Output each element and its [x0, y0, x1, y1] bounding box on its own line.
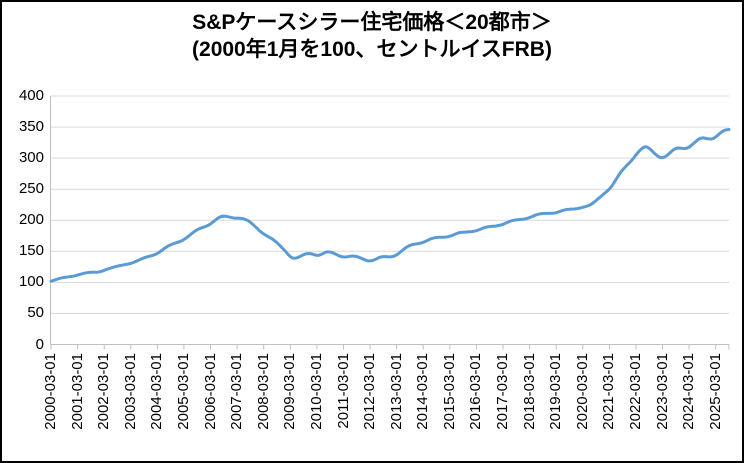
x-axis-label: 2024-03-01 — [680, 353, 698, 430]
x-axis-label: 2021-03-01 — [600, 353, 618, 430]
x-axis-label: 2025-03-01 — [706, 353, 724, 430]
x-axis-label: 2017-03-01 — [494, 353, 511, 430]
chart-title-line2: (2000年1月を100、セントルイスFRB) — [192, 38, 552, 61]
x-axis-label: 2010-03-01 — [307, 353, 325, 430]
x-axis-label: 2008-03-01 — [254, 353, 272, 430]
x-axis-label: 2018-03-01 — [520, 353, 538, 430]
chart-title-line1: S&Pケースシラー住宅価格＜20都市＞ — [192, 11, 552, 34]
x-axis-label: 2016-03-01 — [467, 353, 485, 430]
x-axis-label: 2011-03-01 — [334, 353, 352, 429]
x-axis-label: 2005-03-01 — [174, 353, 192, 430]
x-axis-label: 2015-03-01 — [440, 353, 458, 430]
x-axis-label: 2022-03-01 — [626, 353, 644, 430]
x-axis-label: 2019-03-01 — [547, 353, 565, 430]
x-axis-label: 2001-03-01 — [68, 353, 86, 430]
y-axis-label: 0 — [35, 335, 44, 353]
x-axis-label: 2003-03-01 — [121, 353, 139, 430]
x-axis-label: 2009-03-01 — [281, 353, 299, 430]
x-axis-label: 2012-03-01 — [361, 353, 379, 430]
x-axis-label: 2000-03-01 — [42, 353, 59, 430]
y-axis-label: 100 — [18, 273, 44, 291]
y-axis-label: 300 — [18, 149, 44, 167]
x-axis-label: 2007-03-01 — [228, 353, 246, 430]
x-axis-label: 2014-03-01 — [414, 353, 432, 430]
x-axis-label: 2023-03-01 — [653, 353, 671, 430]
x-axis-label: 2004-03-01 — [148, 353, 166, 430]
x-axis-label: 2013-03-01 — [387, 353, 405, 430]
y-axis-label: 50 — [27, 304, 44, 322]
y-axis-label: 350 — [18, 118, 44, 136]
y-axis-label: 400 — [18, 87, 44, 104]
x-axis-label: 2006-03-01 — [201, 353, 219, 430]
y-axis-label: 150 — [18, 242, 44, 260]
x-axis-label: 2002-03-01 — [95, 353, 113, 430]
y-axis-label: 200 — [18, 211, 44, 229]
y-axis-label: 250 — [18, 180, 44, 198]
x-axis-label: 2020-03-01 — [573, 353, 591, 430]
price-index-line — [49, 128, 731, 283]
